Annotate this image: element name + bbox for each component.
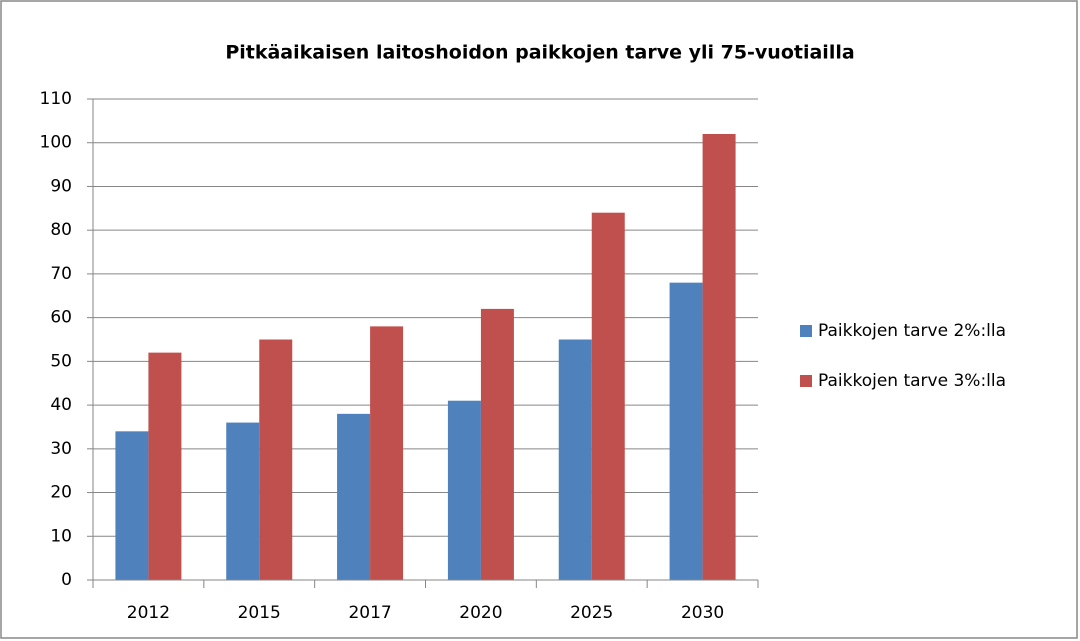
bar [115, 431, 149, 580]
x-tick-label: 2025 [570, 603, 613, 623]
x-tick-label: 2012 [127, 603, 170, 623]
bar [702, 133, 736, 580]
x-tick-label: 2020 [459, 603, 502, 623]
y-tick-label: 70 [50, 264, 72, 284]
chart-title: Pitkäaikaisen laitoshoidon paikkojen tar… [225, 42, 854, 64]
y-tick-label: 100 [40, 133, 72, 153]
y-tick-label: 40 [50, 395, 72, 415]
y-tick-label: 0 [61, 570, 72, 590]
bar [591, 212, 625, 580]
y-tick-label: 60 [50, 308, 72, 328]
legend-label: Paikkojen tarve 2%:lla [818, 321, 1006, 341]
y-tick-label: 90 [50, 176, 72, 196]
bar [480, 308, 514, 580]
bar [226, 422, 260, 580]
y-tick-label: 80 [50, 220, 72, 240]
y-tick-label: 50 [50, 351, 72, 371]
y-tick-label: 10 [50, 526, 72, 546]
x-tick-label: 2015 [238, 603, 281, 623]
bar [148, 352, 182, 580]
y-tick-label: 20 [50, 483, 72, 503]
legend-swatch [800, 325, 812, 337]
x-tick-label: 2030 [681, 603, 724, 623]
bar [447, 400, 481, 580]
legend-swatch [800, 375, 812, 387]
bar [259, 339, 293, 580]
bar [669, 282, 703, 580]
bar [370, 326, 404, 580]
x-tick-label: 2017 [348, 603, 391, 623]
y-tick-label: 30 [50, 439, 72, 459]
bar [558, 339, 592, 580]
bar [337, 413, 371, 580]
legend-label: Paikkojen tarve 3%:lla [818, 371, 1006, 391]
y-tick-label: 110 [40, 89, 72, 109]
